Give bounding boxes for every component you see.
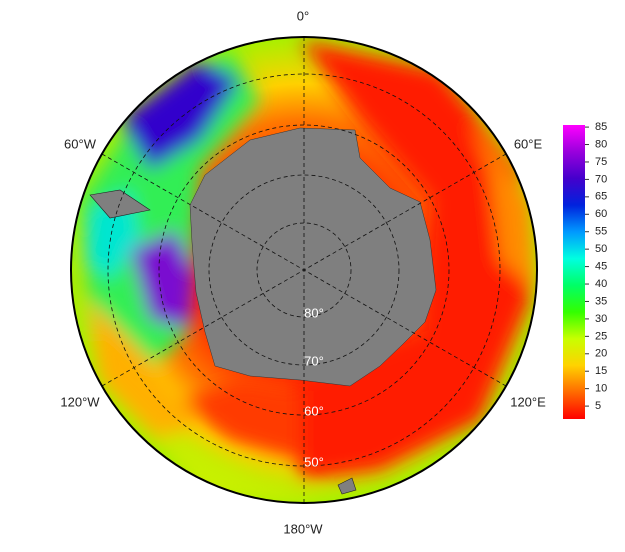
colorbar-tick-label: 5: [595, 400, 601, 412]
lon-label: 60°W: [64, 136, 97, 151]
new-zealand: [337, 477, 357, 495]
colorbar-tick-label: 25: [595, 330, 607, 342]
lon-label: 0°: [297, 8, 309, 23]
lon-label: 120°W: [60, 394, 100, 409]
colorbar-tick-label: 35: [595, 295, 607, 307]
colorbar-tick-label: 85: [595, 121, 607, 133]
colorbar: 5 10 15 20 25 30 35 40 45 50 55 60 65 70 75 80 85: [563, 121, 607, 419]
colorbar-tick-label: 15: [595, 365, 607, 377]
colorbar-tick-label: 55: [595, 226, 607, 238]
colorbar-tick-label: 75: [595, 156, 607, 168]
lat-label: 70°: [304, 353, 324, 368]
colorbar-tick-label: 20: [595, 348, 607, 360]
south-america: [89, 189, 151, 219]
colorbar-tick-label: 70: [595, 173, 607, 185]
data-field: [71, 37, 537, 503]
antarctica: [189, 127, 437, 387]
lon-label: 120°E: [510, 394, 546, 409]
graticule: [101, 37, 507, 503]
lon-label: 180°W: [283, 521, 323, 536]
lat-label: 60°: [304, 403, 324, 418]
map-boundary: [70, 36, 538, 504]
colorbar-tick-label: 80: [595, 138, 607, 150]
lat-labels: 80° 70° 60° 50°: [304, 305, 324, 469]
lon-labels: 0° 60°E 120°E 180°W 120°W 60°W: [60, 8, 546, 536]
lat-label: 50°: [304, 454, 324, 469]
lat-label: 80°: [304, 305, 324, 320]
colorbar-tick-label: 60: [595, 208, 607, 220]
colorbar-tick-label: 30: [595, 313, 607, 325]
lon-label: 60°E: [514, 136, 543, 151]
colorbar-tick-label: 50: [595, 243, 607, 255]
colorbar-tick-label: 10: [595, 383, 607, 395]
colorbar-ramp: [563, 125, 585, 419]
colorbar-tick-label: 65: [595, 191, 607, 203]
colorbar-tick-label: 40: [595, 278, 607, 290]
colorbar-tick-label: 45: [595, 261, 607, 273]
